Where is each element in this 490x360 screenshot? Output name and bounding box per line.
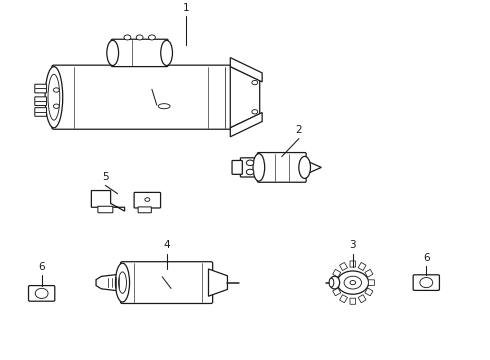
Ellipse shape <box>35 288 48 298</box>
Ellipse shape <box>53 104 59 108</box>
Polygon shape <box>340 262 347 270</box>
Ellipse shape <box>344 276 362 289</box>
Polygon shape <box>365 269 373 277</box>
Ellipse shape <box>119 272 126 293</box>
Polygon shape <box>350 261 356 267</box>
FancyBboxPatch shape <box>98 206 113 213</box>
Ellipse shape <box>246 160 254 166</box>
Polygon shape <box>358 262 366 270</box>
Polygon shape <box>91 190 124 211</box>
FancyBboxPatch shape <box>35 84 47 93</box>
Polygon shape <box>340 295 347 303</box>
FancyBboxPatch shape <box>413 275 440 291</box>
FancyBboxPatch shape <box>138 207 151 213</box>
Ellipse shape <box>253 154 265 181</box>
Ellipse shape <box>124 35 131 40</box>
Polygon shape <box>331 280 337 285</box>
FancyBboxPatch shape <box>241 158 260 177</box>
FancyBboxPatch shape <box>35 108 47 116</box>
FancyBboxPatch shape <box>134 192 161 208</box>
Text: 2: 2 <box>295 125 302 135</box>
Text: 1: 1 <box>183 3 190 13</box>
Text: 6: 6 <box>38 262 45 272</box>
FancyBboxPatch shape <box>52 65 237 129</box>
Ellipse shape <box>337 271 368 294</box>
Ellipse shape <box>299 156 311 179</box>
Polygon shape <box>302 159 321 176</box>
Ellipse shape <box>48 74 60 120</box>
Polygon shape <box>230 58 262 82</box>
Ellipse shape <box>53 88 59 92</box>
FancyBboxPatch shape <box>28 285 55 301</box>
Text: 3: 3 <box>349 240 356 250</box>
Ellipse shape <box>420 278 433 288</box>
FancyBboxPatch shape <box>121 262 213 303</box>
Ellipse shape <box>107 40 119 66</box>
Polygon shape <box>230 112 262 137</box>
Ellipse shape <box>158 104 170 109</box>
Polygon shape <box>368 280 374 285</box>
FancyBboxPatch shape <box>35 97 47 105</box>
Polygon shape <box>333 269 341 277</box>
Ellipse shape <box>116 263 129 302</box>
Ellipse shape <box>161 40 172 66</box>
Polygon shape <box>365 288 373 296</box>
Text: 6: 6 <box>423 253 430 263</box>
Ellipse shape <box>148 35 155 40</box>
Polygon shape <box>333 288 341 296</box>
Polygon shape <box>209 269 227 296</box>
Text: 4: 4 <box>163 240 170 250</box>
Polygon shape <box>358 295 366 303</box>
Ellipse shape <box>145 198 150 201</box>
FancyBboxPatch shape <box>232 161 243 174</box>
Ellipse shape <box>252 109 258 114</box>
Ellipse shape <box>330 276 340 289</box>
Ellipse shape <box>246 169 254 175</box>
Polygon shape <box>96 274 122 291</box>
Text: 5: 5 <box>102 172 109 182</box>
Ellipse shape <box>252 80 258 85</box>
Ellipse shape <box>329 278 334 287</box>
Ellipse shape <box>45 67 63 128</box>
Polygon shape <box>350 298 356 304</box>
Polygon shape <box>230 67 260 128</box>
Ellipse shape <box>350 280 356 285</box>
Ellipse shape <box>136 35 143 40</box>
FancyBboxPatch shape <box>257 153 306 182</box>
FancyBboxPatch shape <box>111 39 168 67</box>
